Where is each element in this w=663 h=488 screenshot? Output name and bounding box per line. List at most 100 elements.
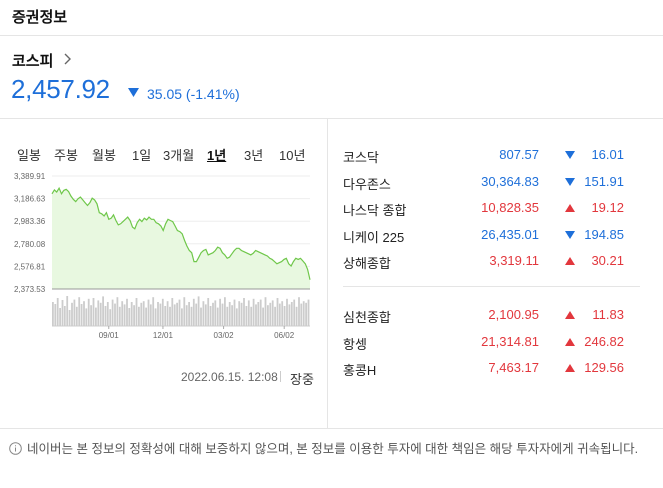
volume-bar (54, 304, 57, 326)
price-area (52, 188, 310, 289)
volume-bar (243, 298, 245, 326)
volume-bar (267, 305, 269, 326)
volume-bar (181, 308, 183, 326)
tab-weekly[interactable]: 주봉 (54, 148, 78, 163)
market-row[interactable]: 다우존스 30,364.83 151.91 (343, 174, 633, 194)
volume-bar (178, 299, 181, 326)
market-change: 151.91 (584, 173, 624, 189)
volume-bar (111, 299, 114, 326)
volume-bar (231, 305, 233, 326)
market-name[interactable]: 상해종합 (343, 256, 391, 271)
volume-bar (288, 304, 291, 326)
disclaimer-text: 네이버는 본 정보의 정확성에 대해 보증하지 않으며, 본 정보를 이용한 투… (27, 442, 639, 456)
market-row[interactable]: 항셍 21,314.81 246.82 (343, 334, 633, 354)
volume-bar (97, 300, 100, 326)
volume-bar (271, 300, 274, 326)
divider (0, 118, 663, 119)
tab-10year[interactable]: 10년 (279, 148, 306, 163)
volume-bar (138, 306, 140, 326)
market-name[interactable]: 코스닥 (343, 150, 379, 165)
volume-bar (212, 302, 214, 326)
market-value: 21,314.81 (481, 333, 539, 349)
volume-bar (307, 299, 310, 326)
y-tick-label: 2,373.53 (14, 285, 46, 294)
index-value: 2,457.92 (11, 74, 110, 104)
market-row[interactable]: 심천종합 2,100.95 11.83 (343, 307, 633, 327)
volume-bar (169, 306, 171, 326)
volume-bar (68, 310, 71, 326)
volume-bar (245, 306, 248, 326)
volume-bar (204, 304, 207, 326)
market-name[interactable]: 심천종합 (343, 310, 391, 325)
volume-bar (290, 302, 293, 326)
volume-bar (221, 303, 224, 326)
market-value: 807.57 (499, 147, 539, 162)
volume-bar (190, 306, 193, 326)
market-row[interactable]: 코스닥 807.57 16.01 (343, 147, 633, 167)
chevron-right-icon[interactable] (62, 53, 72, 65)
down-triangle-icon (128, 88, 139, 97)
volume-bar (259, 299, 262, 326)
volume-bar (133, 305, 135, 326)
index-change: 35.05 (-1.41%) (147, 86, 240, 102)
market-value: 7,463.17 (488, 360, 539, 375)
separator (280, 371, 281, 382)
y-tick-label: 3,389.91 (14, 172, 46, 181)
y-tick-label: 2,576.81 (14, 262, 46, 271)
tab-3year[interactable]: 3년 (244, 148, 264, 163)
market-row[interactable]: 나스닥 종합 10,828.35 19.12 (343, 200, 633, 220)
volume-bar (281, 301, 284, 326)
volume-bar (121, 301, 124, 326)
tab-daily[interactable]: 일봉 (17, 148, 41, 163)
volume-bar (209, 306, 212, 326)
volume-bar (293, 299, 296, 326)
volume-bar (145, 307, 147, 326)
index-chart[interactable]: 3,389.91 3,186.63 2,983.36 2,780.08 2,576.81… (12, 168, 322, 348)
volume-bar (233, 299, 236, 326)
market-name[interactable]: 나스닥 종합 (343, 203, 407, 218)
volume-bar (71, 302, 73, 326)
market-name[interactable]: 홍콩H (343, 363, 377, 378)
volume-bar (262, 307, 264, 326)
volume-bar (157, 302, 159, 326)
market-row[interactable]: 홍콩H 7,463.17 129.56 (343, 360, 633, 380)
volume-bar (152, 297, 155, 326)
volume-bar (118, 306, 121, 326)
volume-bar (92, 298, 95, 326)
volume-bar (171, 298, 174, 326)
volume-bar (85, 308, 88, 326)
volume-bar (216, 307, 219, 326)
update-timestamp: 2022.06.15. 12:08 (181, 370, 278, 384)
volume-bar (80, 304, 83, 326)
volume-bar (255, 304, 257, 326)
widget-title: 증권정보 (12, 9, 68, 26)
volume-bar (78, 297, 81, 326)
volume-bar (130, 302, 133, 326)
tab-1day[interactable]: 1일 (132, 148, 152, 163)
volume-bar (278, 303, 281, 326)
volume-bar (135, 298, 138, 326)
volume-bar (166, 301, 169, 326)
volume-bar (142, 301, 145, 326)
tab-monthly[interactable]: 월봉 (92, 148, 116, 163)
market-value: 2,100.95 (488, 307, 539, 322)
volume-bar (75, 306, 78, 326)
market-value: 10,828.35 (481, 200, 539, 215)
market-row[interactable]: 니케이 225 26,435.01 194.85 (343, 227, 633, 247)
market-name[interactable]: 다우존스 (343, 176, 391, 192)
tab-3month[interactable]: 3개월 (163, 148, 195, 163)
market-name[interactable]: 니케이 225 (343, 229, 405, 245)
volume-bar (140, 302, 143, 326)
market-row[interactable]: 상해종합 3,319.11 30.21 (343, 253, 633, 273)
volume-bar (298, 297, 300, 326)
volume-bar (226, 306, 229, 326)
x-tick-label: 06/02 (274, 331, 295, 340)
market-name[interactable]: 항셍 (343, 336, 367, 352)
volume-bar (192, 298, 195, 326)
index-name-link[interactable]: 코스피 (12, 53, 54, 70)
up-triangle-icon (565, 337, 575, 346)
volume-bar (276, 298, 279, 326)
volume-bar (126, 298, 128, 326)
tab-1year[interactable]: 1년 (207, 148, 227, 163)
down-triangle-icon (565, 230, 575, 239)
